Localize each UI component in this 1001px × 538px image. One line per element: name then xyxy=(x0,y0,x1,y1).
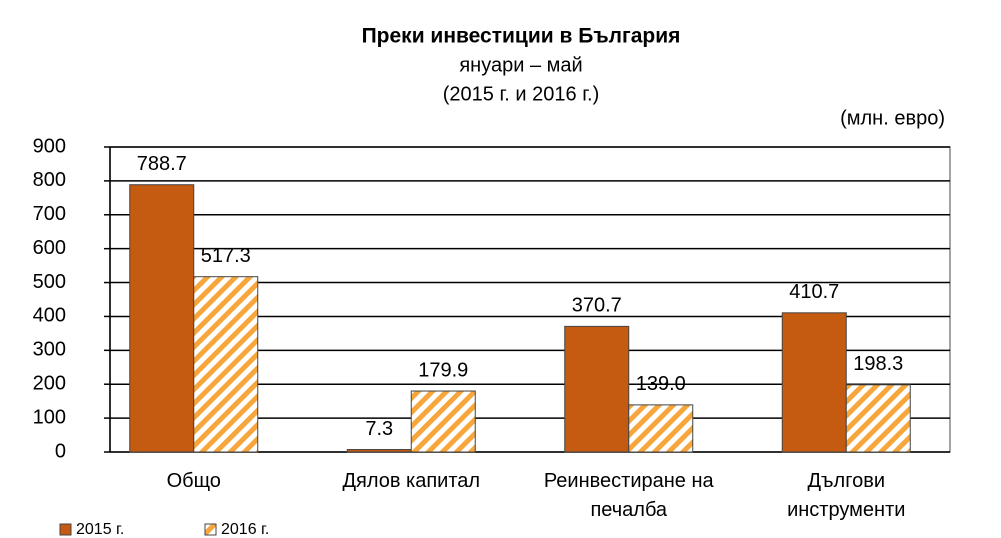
legend-swatch xyxy=(59,523,72,536)
legend-label: 2015 г. xyxy=(76,521,124,538)
bar xyxy=(410,390,476,453)
chart-title: Преки инвестиции в България xyxy=(362,25,681,48)
value-label: 370.7 xyxy=(572,295,622,317)
value-label: 179.9 xyxy=(418,359,468,381)
value-label: 788.7 xyxy=(137,153,187,175)
bar xyxy=(193,276,259,453)
x-tick-label: Дялов капитал xyxy=(342,470,480,492)
y-tick-label: 900 xyxy=(33,135,66,157)
bar xyxy=(845,384,911,453)
unit-label: (млн. евро) xyxy=(840,107,945,129)
x-tick-label: Общо xyxy=(167,470,221,492)
y-tick-label: 400 xyxy=(33,305,66,327)
legend-swatch xyxy=(204,523,217,536)
value-label: 7.3 xyxy=(365,418,393,440)
chart-subtitle: януари – май xyxy=(459,54,582,76)
y-tick-label: 200 xyxy=(33,373,66,395)
y-tick-label: 500 xyxy=(33,271,66,293)
chart-period: (2015 г. и 2016 г.) xyxy=(443,83,600,105)
y-tick-label: 700 xyxy=(33,203,66,225)
value-label: 139.0 xyxy=(636,373,686,395)
bar xyxy=(129,184,195,453)
y-tick-label: 300 xyxy=(33,339,66,361)
y-tick-label: 100 xyxy=(33,406,66,428)
y-tick-label: 800 xyxy=(33,169,66,191)
x-tick-label: Реинвестиране на печалба xyxy=(544,470,715,521)
y-tick-label: 0 xyxy=(55,440,66,462)
bar xyxy=(346,449,412,453)
value-label: 517.3 xyxy=(201,245,251,267)
legend-label: 2016 г. xyxy=(221,521,269,538)
y-tick-label: 600 xyxy=(33,237,66,259)
value-label: 410.7 xyxy=(789,281,839,303)
value-label: 198.3 xyxy=(853,353,903,375)
bar xyxy=(628,404,694,453)
x-tick-label: Дългови инструменти xyxy=(787,470,905,521)
bar xyxy=(564,325,630,453)
bar xyxy=(781,312,847,453)
